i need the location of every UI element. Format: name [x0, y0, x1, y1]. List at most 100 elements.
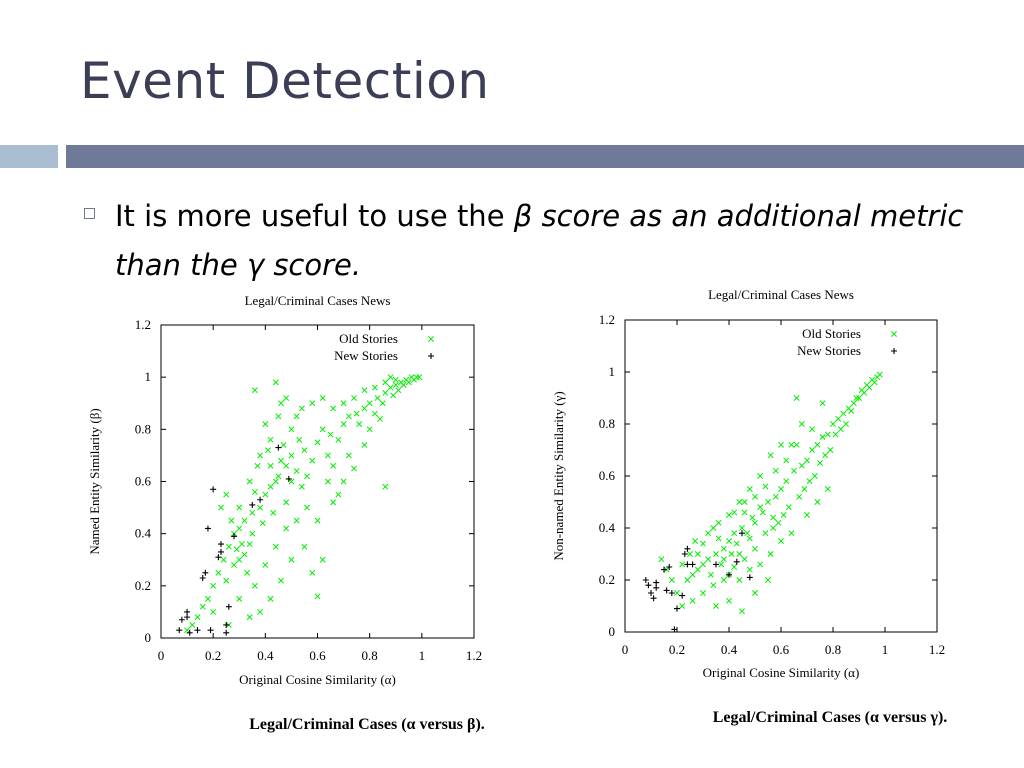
old-story-point — [251, 582, 258, 589]
new-story-point — [186, 629, 193, 636]
legend-label: New Stories — [797, 343, 861, 358]
old-story-point — [804, 512, 810, 518]
old-story-point — [731, 509, 738, 516]
old-story-point — [770, 525, 777, 531]
old-story-point — [301, 543, 308, 550]
old-story-point — [283, 499, 290, 506]
old-story-point — [705, 556, 712, 563]
old-story-point — [236, 556, 243, 563]
old-story-point — [835, 415, 842, 422]
legend: Old Stories New Stories — [797, 326, 897, 358]
new-story-point — [223, 621, 230, 628]
old-story-point — [765, 499, 771, 505]
old-story-point — [705, 530, 712, 537]
old-story-point — [778, 486, 784, 492]
old-story-point — [830, 421, 836, 427]
new-story-point — [681, 551, 688, 557]
old-story-point — [330, 499, 337, 506]
old-story-point — [798, 462, 805, 469]
old-story-point — [330, 462, 337, 469]
old-story-point — [770, 514, 777, 521]
old-story-point — [251, 387, 258, 394]
old-story-point — [238, 541, 245, 548]
old-story-point — [293, 517, 300, 524]
old-story-point — [220, 556, 227, 563]
old-story-point — [819, 400, 826, 407]
header-band-dark — [66, 145, 1024, 168]
old-story-point — [679, 561, 686, 568]
old-story-point — [762, 530, 769, 537]
old-story-point — [288, 556, 295, 563]
x-tick-label: 0.2 — [669, 642, 685, 657]
x-tick-label: 0 — [158, 648, 165, 663]
x-tick-label: 1 — [882, 642, 889, 657]
old-story-point — [715, 535, 722, 542]
old-story-point — [674, 590, 680, 596]
old-story-point — [270, 509, 277, 516]
old-story-point — [843, 421, 849, 427]
x-axis-label: Original Cosine Similarity (α) — [703, 665, 860, 680]
old-story-point — [707, 571, 714, 578]
old-story-point — [876, 371, 883, 378]
new-story-point — [684, 561, 691, 568]
legend-label: New Stories — [334, 348, 398, 363]
old-story-point — [850, 400, 857, 407]
new-story-point — [891, 348, 897, 354]
old-story-point — [806, 478, 813, 485]
old-story-point — [366, 400, 373, 407]
old-story-point — [275, 413, 282, 420]
old-story-point — [772, 467, 779, 474]
old-story-point — [684, 577, 691, 583]
old-story-point — [819, 434, 826, 440]
old-story-point — [765, 577, 771, 583]
old-story-point — [416, 374, 423, 381]
old-story-point — [249, 509, 256, 516]
series-old-stories — [658, 371, 883, 615]
old-story-point — [668, 577, 675, 583]
old-story-point — [757, 504, 764, 511]
old-story-point — [228, 517, 235, 524]
old-story-point — [361, 387, 368, 394]
old-story-point — [324, 452, 331, 459]
old-story-point — [801, 486, 808, 492]
old-story-point — [236, 525, 243, 532]
new-story-point — [204, 525, 211, 532]
old-story-point — [251, 488, 258, 495]
old-story-point — [301, 447, 308, 454]
old-story-point — [374, 395, 381, 401]
old-story-point — [319, 556, 326, 563]
old-story-point — [788, 441, 795, 448]
old-story-point — [741, 499, 748, 505]
old-story-point — [272, 379, 279, 386]
legend-label: Old Stories — [802, 326, 861, 341]
old-story-point — [741, 509, 748, 516]
new-story-point — [674, 605, 680, 612]
x-tick-label: 0.4 — [721, 642, 738, 657]
old-story-point — [687, 551, 693, 557]
old-story-point — [739, 608, 745, 615]
bullet-text-part2: score as an additional metric than the — [115, 199, 964, 282]
old-story-point — [262, 562, 269, 568]
new-story-point — [199, 575, 206, 582]
old-story-point — [298, 405, 305, 412]
new-story-point — [249, 501, 256, 508]
old-story-point — [371, 384, 378, 391]
old-story-point — [757, 561, 764, 568]
old-story-point — [796, 493, 803, 500]
new-story-point — [217, 548, 224, 555]
old-story-point — [757, 473, 764, 479]
old-story-point — [783, 478, 790, 485]
old-story-point — [411, 376, 417, 383]
old-story-point — [304, 473, 311, 480]
x-tick-label: 1.2 — [466, 648, 482, 663]
old-story-point — [233, 546, 240, 553]
old-story-point — [267, 436, 274, 443]
old-story-point — [246, 478, 253, 485]
old-story-point — [809, 447, 816, 453]
legend: Old Stories New Stories — [334, 331, 434, 363]
new-story-point — [231, 533, 238, 540]
old-story-point — [793, 441, 800, 448]
old-story-point — [189, 622, 196, 628]
old-story-point — [236, 504, 243, 511]
chart-1: 0 0.2 0.4 0.6 0.8 1 1.2 0 0.2 0.4 0.6 0.8 1 1.2 Legal/… — [87, 293, 485, 733]
